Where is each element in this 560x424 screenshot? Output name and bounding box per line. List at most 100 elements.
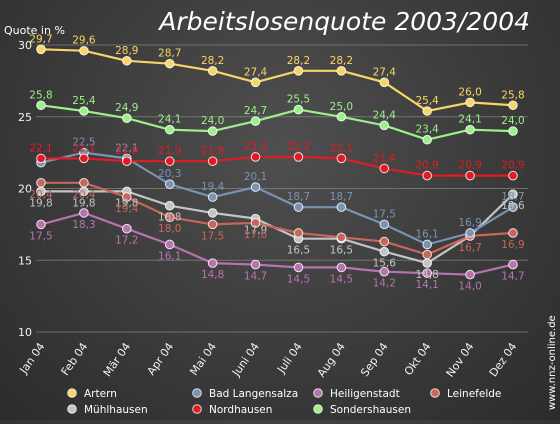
data-label-bad-langensalza-9: 16,1 [415, 228, 438, 240]
x-tick-label-juli-04: Juli 04 [274, 340, 305, 376]
data-label-heiligenstadt-8: 14,2 [373, 278, 396, 290]
data-label-leinefelde-11: 16,9 [501, 239, 524, 251]
data-label-leinefelde-1: 20,4 [72, 189, 96, 201]
point-heiligenstadt-3 [164, 239, 175, 250]
x-tick-label-sep-04: Sep 04 [358, 340, 391, 379]
data-labels: 19,8 19,8 19,8 18,8 17,9 16,5 16,5 15,6 14,8 19,6… [29, 33, 525, 292]
point-sondershausen-1 [79, 106, 89, 116]
data-label-bad-langensalza-10: 16,9 [458, 217, 481, 229]
data-label-sondershausen-9: 23,4 [415, 124, 439, 136]
data-label-nordhausen-5: 22,2 [244, 141, 267, 153]
x-tick-label-okt-04: Okt 04 [402, 340, 434, 378]
data-label-heiligenstadt-0: 17,5 [29, 230, 52, 242]
data-label-bad-langensalza-5: 20,1 [244, 171, 267, 183]
legend-label-muehlhausen: Mühlhausen [84, 404, 148, 416]
point-artern-7 [336, 66, 347, 76]
point-leinefelde-2 [122, 192, 132, 202]
data-label-heiligenstadt-7: 14,5 [330, 273, 353, 285]
data-label-nordhausen-6: 22,2 [287, 141, 310, 153]
legend-label-artern: Artern [84, 388, 117, 400]
data-label-bad-langensalza-1: 22,5 [72, 137, 95, 149]
point-artern-2 [122, 55, 132, 66]
data-label-sondershausen-7: 25,0 [330, 101, 353, 113]
point-bad-langensalza-10 [465, 228, 475, 238]
data-label-sondershausen-10: 24,1 [458, 114, 481, 126]
data-label-nordhausen-9: 20,9 [415, 160, 438, 172]
x-tick-label-nov-04: Nov 04 [444, 340, 477, 379]
point-leinefelde-6 [293, 228, 304, 238]
point-artern-1 [79, 45, 89, 56]
y-tick-label-15: 15 [18, 254, 32, 267]
data-label-nordhausen-1: 22,1 [72, 142, 95, 154]
point-leinefelde-8 [379, 236, 390, 247]
point-leinefelde-7 [336, 232, 347, 243]
data-label-artern-2: 28,9 [115, 45, 138, 57]
point-leinefelde-9 [422, 249, 432, 260]
data-label-heiligenstadt-10: 14,0 [458, 281, 481, 293]
point-leinefelde-0 [36, 177, 46, 188]
chart-title: Arbeitslosenquote 2003/2004 [157, 7, 530, 36]
series-line-leinefelde [41, 181, 514, 256]
data-label-nordhausen-4: 21,9 [201, 145, 224, 157]
point-muehlhausen-8 [379, 246, 390, 257]
point-heiligenstadt-11 [508, 259, 518, 270]
point-bad-langensalza-8 [379, 219, 390, 230]
data-label-muehlhausen-11: 19,6 [501, 200, 525, 212]
data-label-heiligenstadt-2: 17,2 [115, 235, 138, 247]
data-label-nordhausen-10: 20,9 [458, 160, 481, 172]
legend-item-nordhausen: Nordhausen [192, 404, 272, 416]
legend-marker-muehlhausen [67, 404, 77, 414]
data-label-nordhausen-8: 21,4 [373, 152, 397, 164]
point-artern-11 [508, 100, 518, 111]
data-label-bad-langensalza-11: 18,7 [501, 191, 524, 203]
data-label-artern-1: 29,6 [72, 35, 96, 47]
data-label-sondershausen-3: 24,1 [158, 114, 181, 126]
x-tick-label-feb-04: Feb 04 [59, 340, 91, 378]
data-label-bad-langensalza-4: 19,4 [201, 181, 225, 193]
point-sondershausen-11 [508, 126, 518, 136]
data-label-nordhausen-0: 22,1 [29, 142, 52, 154]
point-nordhausen-10 [465, 170, 475, 181]
point-bad-langensalza-11 [508, 202, 518, 212]
point-nordhausen-9 [422, 170, 432, 181]
legend-item-bad-langensalza: Bad Langensalza [192, 388, 298, 400]
data-label-muehlhausen-6: 16,5 [287, 245, 310, 257]
data-label-leinefelde-0: 20,4 [29, 189, 53, 201]
data-label-sondershausen-11: 24,0 [501, 115, 524, 127]
x-tick-labels: Jan 04 Feb 04 Mär 04 Apr 04 Mai 04 Juni 04 Jul… [16, 340, 519, 379]
series-line-heiligenstadt [40, 211, 514, 276]
legend: Artern Bad Langensalza Heiligenstadt Leinef… [67, 388, 501, 416]
point-heiligenstadt-4 [207, 258, 218, 268]
point-muehlhausen-9 [422, 258, 432, 268]
data-label-bad-langensalza-7: 18,7 [330, 191, 353, 203]
point-artern-4 [207, 66, 218, 76]
point-muehlhausen-11 [508, 189, 518, 200]
data-label-sondershausen-2: 24,9 [115, 102, 138, 114]
legend-marker-heiligenstadt [313, 388, 323, 398]
point-bad-langensalza-6 [293, 202, 304, 212]
series-nordhausen [36, 152, 518, 181]
point-sondershausen-9 [422, 134, 432, 145]
data-label-sondershausen-4: 24,0 [201, 115, 224, 127]
y-tick-label-10: 10 [18, 326, 32, 339]
data-label-leinefelde-10: 16,7 [458, 242, 481, 254]
data-label-artern-8: 27,4 [373, 66, 397, 78]
point-artern-10 [465, 97, 475, 108]
data-label-bad-langensalza-3: 20,3 [158, 168, 181, 180]
data-label-sondershausen-5: 24,7 [244, 105, 267, 117]
data-label-nordhausen-2: 21,9 [115, 145, 138, 157]
point-heiligenstadt-9 [422, 268, 432, 278]
point-nordhausen-4 [207, 156, 218, 167]
series-lines [36, 44, 518, 280]
legend-item-heiligenstadt: Heiligenstadt [313, 388, 400, 400]
data-label-sondershausen-1: 25,4 [72, 95, 96, 107]
point-artern-8 [379, 77, 390, 88]
point-nordhausen-8 [379, 163, 390, 174]
data-label-leinefelde-3: 18,0 [158, 223, 181, 235]
data-label-artern-0: 29,7 [29, 33, 52, 45]
point-nordhausen-5 [250, 152, 261, 162]
y-tick-label-30: 30 [18, 39, 32, 52]
data-label-leinefelde-5: 17,6 [244, 229, 268, 241]
point-heiligenstadt-10 [465, 269, 475, 280]
